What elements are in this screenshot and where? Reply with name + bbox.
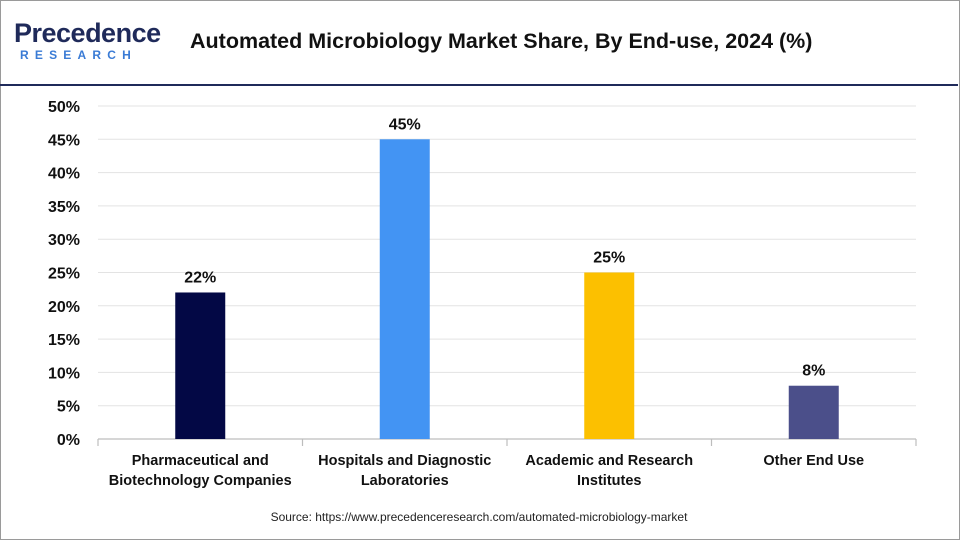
x-tick-label: Hospitals and Diagnostic Laboratories <box>318 453 491 489</box>
source-note: Source: https://www.precedenceresearch.c… <box>270 510 688 524</box>
y-tick-label: 5% <box>57 399 80 416</box>
x-tick-label: Academic and Research Institutes <box>525 453 693 489</box>
y-tick-label: 25% <box>48 266 80 283</box>
brand-logo: Precedence RESEARCH <box>14 18 164 66</box>
y-tick-label: 45% <box>48 132 80 149</box>
y-tick-label: 40% <box>48 166 80 183</box>
x-tick-label-line: Hospitals and Diagnostic <box>318 453 491 469</box>
y-tick-label: 35% <box>48 199 80 216</box>
bar-chart: 0% 5% 10% 15% 20% 25% 30% 35% 40% 45% 50% 22% 45% 25… <box>48 99 917 489</box>
bar <box>584 272 635 439</box>
bar <box>175 292 226 439</box>
y-tick-labels: 0% 5% 10% 15% 20% 25% 30% 35% 40% 45% 50% <box>48 99 80 449</box>
x-tick-label: Other End Use <box>763 453 864 469</box>
header: Precedence RESEARCH Automated Microbiolo… <box>0 0 958 86</box>
y-tick-label: 15% <box>48 332 80 349</box>
y-tick-label: 30% <box>48 232 80 249</box>
data-label: 25% <box>593 250 625 267</box>
y-tick-label: 0% <box>57 432 80 449</box>
data-label: 8% <box>802 363 825 380</box>
data-labels: 22% 45% 25% 8% <box>184 116 825 379</box>
chart-title: Automated Microbiology Market Share, By … <box>190 29 813 53</box>
x-tick-label-line: Laboratories <box>361 473 449 489</box>
x-tick-label-line: Other End Use <box>763 453 864 469</box>
gridlines <box>98 105 916 407</box>
y-tick-label: 50% <box>48 99 80 116</box>
x-tick-label-line: Biotechnology Companies <box>109 473 292 489</box>
y-tick-label: 20% <box>48 299 80 316</box>
bars <box>175 139 839 440</box>
bar <box>788 385 839 439</box>
x-tick-label-line: Institutes <box>577 473 641 489</box>
logo-wordmark: Precedence <box>14 18 161 48</box>
x-tick-label: Pharmaceutical and Biotechnology Companie… <box>109 453 292 489</box>
axes <box>97 438 917 446</box>
x-tick-label-line: Academic and Research <box>525 453 693 469</box>
data-label: 45% <box>389 116 421 133</box>
logo-subtitle: RESEARCH <box>20 48 137 62</box>
y-tick-label: 10% <box>48 365 80 382</box>
bar <box>379 139 430 440</box>
x-tick-labels: Pharmaceutical and Biotechnology Companie… <box>109 453 864 489</box>
x-tick-label-line: Pharmaceutical and <box>132 453 269 469</box>
data-label: 22% <box>184 269 216 286</box>
